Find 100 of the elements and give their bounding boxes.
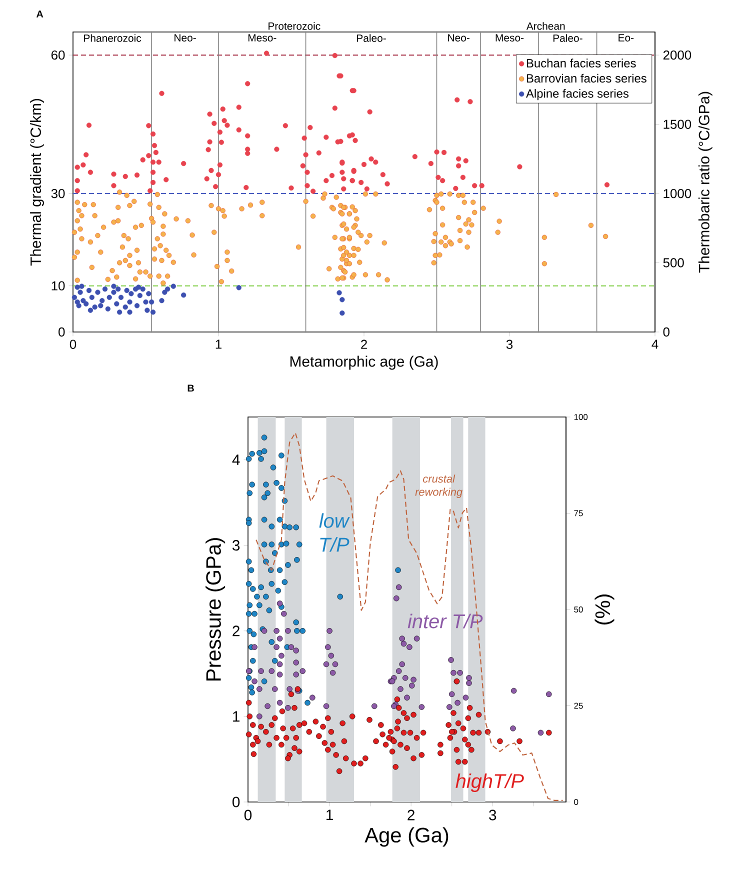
point bbox=[116, 286, 121, 292]
y-tick-label: 60 bbox=[51, 50, 65, 60]
point bbox=[92, 304, 98, 310]
legend-label: Barrovian facies series bbox=[526, 74, 646, 83]
point bbox=[148, 299, 154, 305]
point bbox=[137, 292, 143, 298]
y2-tick-label: 75 bbox=[574, 510, 583, 516]
point bbox=[236, 285, 242, 290]
point bbox=[340, 310, 345, 316]
series-label: inter T/P bbox=[408, 614, 483, 628]
y-tick-label: 2 bbox=[232, 626, 240, 636]
point bbox=[181, 292, 186, 298]
legend-label: Buchan facies series bbox=[526, 58, 636, 68]
point bbox=[165, 286, 170, 292]
line-series bbox=[256, 432, 564, 801]
text: A bbox=[36, 10, 44, 18]
y-tick-label: 1 bbox=[233, 711, 240, 722]
point bbox=[88, 308, 94, 313]
point bbox=[150, 310, 156, 315]
point bbox=[128, 291, 134, 296]
series-label: low T/P bbox=[319, 513, 350, 552]
y2-tick-label: 0 bbox=[574, 799, 578, 805]
y2-tick-label: 1500 bbox=[664, 120, 692, 129]
annotation: Meso- bbox=[496, 34, 524, 42]
point bbox=[144, 308, 150, 313]
point bbox=[127, 310, 132, 315]
y2-tick-label: 1000 bbox=[664, 188, 692, 198]
point bbox=[74, 284, 80, 290]
y2-tick-label: 0 bbox=[663, 327, 670, 337]
point bbox=[127, 299, 132, 305]
text: B bbox=[188, 384, 194, 392]
x-tick-label: 1 bbox=[216, 340, 222, 349]
annotation: Eo- bbox=[618, 34, 634, 42]
point bbox=[122, 304, 128, 310]
point bbox=[89, 294, 94, 300]
point bbox=[105, 306, 110, 312]
x-axis-title: Metamorphic age (Ga) bbox=[290, 356, 438, 370]
y2-tick-label: 50 bbox=[574, 606, 583, 612]
annotation: Neo- bbox=[448, 34, 470, 42]
y2-tick-label: 2000 bbox=[663, 50, 692, 60]
point bbox=[124, 288, 130, 294]
y-tick-label: 30 bbox=[51, 188, 65, 198]
point bbox=[143, 299, 148, 305]
y2-axis-title: Thermobaric ratio (°C/GPa) bbox=[698, 92, 712, 273]
x-tick-label: 2 bbox=[361, 340, 367, 349]
x-tick-label: 3 bbox=[506, 340, 513, 349]
point bbox=[79, 284, 84, 289]
point bbox=[340, 297, 345, 302]
y2-tick-label: 25 bbox=[574, 702, 583, 709]
legend-label: Alpine facies series bbox=[526, 88, 629, 100]
point bbox=[170, 284, 176, 289]
y-tick-label: 4 bbox=[232, 454, 240, 465]
point bbox=[111, 290, 116, 295]
x-tick-label: 1 bbox=[326, 810, 333, 820]
point bbox=[84, 301, 89, 306]
point bbox=[98, 303, 104, 308]
point bbox=[162, 290, 168, 295]
point bbox=[146, 291, 152, 296]
point bbox=[336, 290, 342, 296]
annotation: Paleo- bbox=[357, 34, 386, 42]
point bbox=[134, 303, 140, 308]
point bbox=[74, 299, 80, 305]
point bbox=[118, 294, 124, 300]
point bbox=[86, 288, 92, 294]
point bbox=[102, 286, 108, 292]
y-tick-label: 3 bbox=[232, 540, 240, 551]
point bbox=[111, 284, 116, 289]
annotation: Neo- bbox=[174, 34, 196, 42]
y2-axis-title: (%) bbox=[594, 594, 614, 624]
point bbox=[159, 298, 164, 304]
text: Archean bbox=[526, 22, 565, 30]
point bbox=[78, 290, 83, 295]
y2-tick-label: 500 bbox=[663, 258, 684, 268]
x-tick-label: 4 bbox=[652, 340, 658, 349]
point bbox=[100, 298, 105, 304]
text: Proterozoic bbox=[268, 22, 320, 30]
y2-tick-label: 100 bbox=[574, 414, 588, 420]
annotation: Phanerozoic bbox=[84, 34, 142, 42]
x-tick-label: 0 bbox=[244, 810, 252, 820]
y-tick-label: 10 bbox=[52, 281, 65, 290]
point bbox=[114, 301, 120, 306]
point bbox=[72, 294, 78, 300]
series-label: highT/P bbox=[456, 773, 524, 792]
series-label: crustal reworking bbox=[415, 474, 462, 498]
y-tick-label: 0 bbox=[58, 327, 65, 337]
point bbox=[140, 286, 146, 292]
y-axis-title: Thermal gradient (°C/km) bbox=[30, 98, 44, 266]
y-axis-title: Pressure (GPa) bbox=[206, 538, 226, 680]
point bbox=[80, 298, 86, 304]
x-tick-label: 2 bbox=[408, 810, 414, 820]
point bbox=[116, 310, 122, 315]
y-tick-label: 0 bbox=[232, 796, 240, 808]
point bbox=[106, 294, 112, 300]
x-axis-title: Age (Ga) bbox=[364, 827, 448, 847]
annotation: Paleo- bbox=[553, 34, 582, 42]
x-tick-label: 3 bbox=[489, 810, 496, 820]
point bbox=[95, 290, 100, 295]
x-tick-label: 0 bbox=[70, 340, 76, 349]
point bbox=[136, 284, 142, 290]
annotation: Meso- bbox=[248, 34, 276, 42]
